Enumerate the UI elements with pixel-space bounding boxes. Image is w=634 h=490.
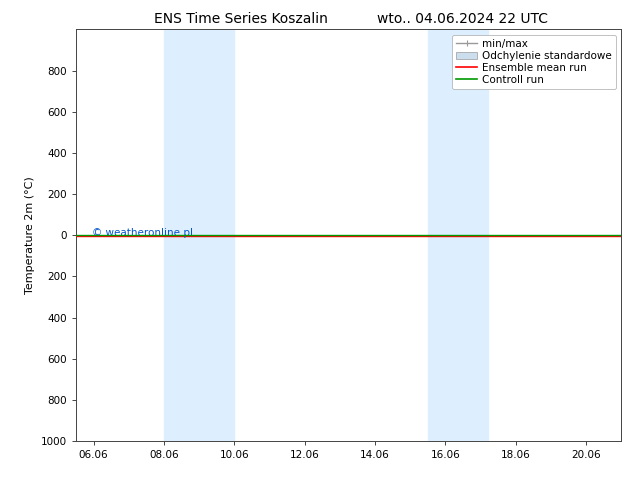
Y-axis label: Temperature 2m (°C): Temperature 2m (°C) [25,176,36,294]
Bar [164,29,235,441]
Text: ENS Time Series Koszalin: ENS Time Series Koszalin [154,12,328,26]
Text: wto.. 04.06.2024 22 UTC: wto.. 04.06.2024 22 UTC [377,12,548,26]
Text: © weatheronline.pl: © weatheronline.pl [93,228,193,238]
Legend: min/max, Odchylenie standardowe, Ensemble mean run, Controll run: min/max, Odchylenie standardowe, Ensembl… [452,35,616,89]
Bar [428,29,488,441]
